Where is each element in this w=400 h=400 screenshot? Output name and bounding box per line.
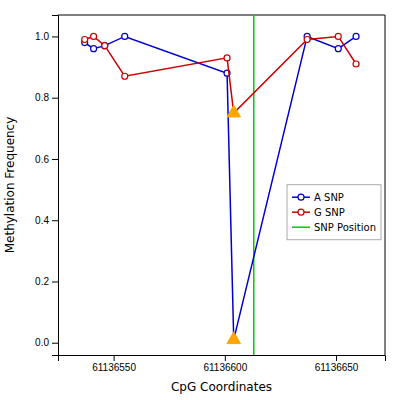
y-axis: 0.0 0.2 0.4 0.6 0.8 1.0 bbox=[35, 16, 58, 356]
tick-label: 0.8 bbox=[35, 92, 49, 103]
tick: 1.0 bbox=[35, 31, 58, 42]
tick: 0.4 bbox=[35, 215, 58, 226]
point bbox=[102, 43, 108, 49]
tick: 61136600 bbox=[203, 355, 247, 373]
point bbox=[335, 46, 341, 52]
point bbox=[102, 43, 108, 49]
tick-mark bbox=[52, 343, 58, 344]
legend-label: A SNP bbox=[314, 192, 344, 203]
chart: 61136550 61136600 61136650 0.0 0.2 0.4 0.6 0.8 1… bbox=[0, 0, 400, 400]
y-axis-title: Methylation Frequency bbox=[3, 117, 17, 254]
tick-label: 0.2 bbox=[35, 276, 49, 287]
axis-line bbox=[52, 16, 59, 356]
tick-mark bbox=[52, 159, 58, 160]
tick: 61136650 bbox=[315, 355, 359, 373]
point bbox=[122, 73, 128, 79]
tick-mark bbox=[52, 281, 58, 282]
axis-line bbox=[59, 356, 386, 362]
tick-mark bbox=[114, 355, 115, 361]
tick-label: 61136550 bbox=[92, 362, 136, 373]
highlight-marker bbox=[227, 332, 241, 344]
point bbox=[82, 37, 88, 43]
legend-box bbox=[287, 185, 381, 240]
tick-mark bbox=[52, 98, 58, 99]
x-axis-title: CpG Coordinates bbox=[171, 380, 272, 394]
tick-label: 0.6 bbox=[35, 154, 49, 165]
point bbox=[224, 55, 230, 61]
point bbox=[304, 37, 310, 43]
point bbox=[122, 33, 128, 39]
plot: 61136550 61136600 61136650 0.0 0.2 0.4 0.6 0.8 1… bbox=[3, 15, 386, 394]
tick-mark bbox=[52, 36, 58, 37]
highlight-marker bbox=[227, 105, 241, 117]
frame bbox=[385, 15, 386, 355]
tick: 0.0 bbox=[35, 337, 58, 348]
point bbox=[91, 33, 97, 39]
tick: 0.6 bbox=[35, 154, 58, 165]
point bbox=[91, 46, 97, 52]
tick-mark bbox=[225, 355, 226, 361]
tick-label: 1.0 bbox=[35, 31, 49, 42]
tick-label: 61136600 bbox=[203, 362, 247, 373]
series-line bbox=[85, 36, 356, 113]
legend-label: G SNP bbox=[314, 207, 345, 218]
point bbox=[353, 33, 359, 39]
tick-mark bbox=[52, 220, 58, 221]
point bbox=[353, 61, 359, 67]
tick-label: 0.0 bbox=[35, 337, 49, 348]
legend-label: SNP Position bbox=[314, 222, 376, 233]
snp-line bbox=[253, 15, 255, 355]
legend-swatch bbox=[298, 209, 304, 215]
x-axis: 61136550 61136600 61136650 bbox=[59, 355, 386, 373]
frame bbox=[58, 15, 385, 16]
tick-label: 61136650 bbox=[315, 362, 359, 373]
tick: 0.8 bbox=[35, 92, 58, 103]
legend: A SNP G SNP SNP Position bbox=[287, 185, 381, 240]
tick: 0.2 bbox=[35, 276, 58, 287]
tick-mark bbox=[336, 355, 337, 361]
point bbox=[335, 33, 341, 39]
legend-swatch bbox=[298, 194, 304, 200]
legend-swatch bbox=[292, 226, 310, 228]
tick-label: 0.4 bbox=[35, 215, 49, 226]
tick: 61136550 bbox=[92, 355, 136, 373]
